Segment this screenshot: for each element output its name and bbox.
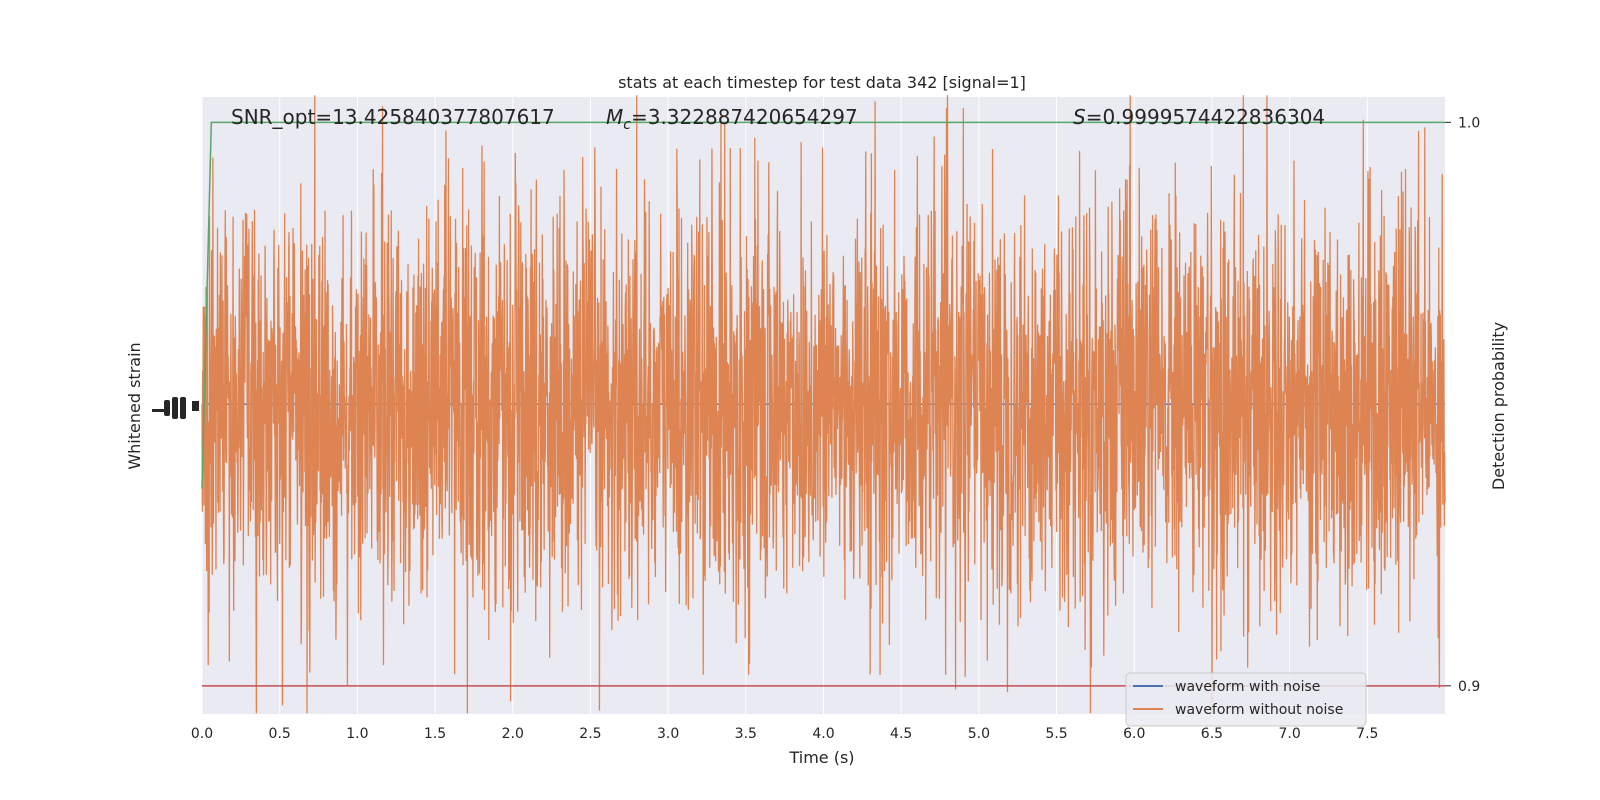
x-tick-label: 5.0 (968, 726, 990, 742)
x-tick-label: 4.0 (812, 726, 834, 742)
x-tick-label: 6.5 (1201, 726, 1223, 742)
s-symbol: S (1073, 105, 1086, 129)
right-y-axis-label: Detection probability (1489, 322, 1508, 490)
legend: waveform with noise waveform without noi… (1125, 672, 1367, 727)
x-axis-ticks: 0.0 0.5 1.0 1.5 2.0 2.5 3.0 3.5 4.0 4.5 5.0 5.5 6.0 6… (191, 726, 1379, 742)
series-detection-probability (201, 121, 1445, 489)
x-tick-label: 1.5 (424, 726, 446, 742)
x-tick-label: 7.5 (1356, 726, 1378, 742)
mc-annotation: Mc=3.322887420654297 (606, 105, 858, 133)
right-tick-label: 0.9 (1458, 679, 1480, 695)
s-annotation: S=0.9999574422836304 (1073, 105, 1325, 129)
chart-title: stats at each timestep for test data 342… (618, 73, 1026, 92)
right-y-axis-ticks: 0.9 1.0 (1445, 115, 1480, 695)
x-tick-label: 4.5 (890, 726, 912, 742)
mc-symbol: M (606, 105, 623, 129)
right-tick-label: 1.0 (1458, 115, 1480, 131)
x-tick-label: 5.5 (1045, 726, 1067, 742)
legend-box (1125, 672, 1367, 727)
s-value: =0.9999574422836304 (1086, 105, 1325, 129)
legend-label-waveform-with-noise: waveform with noise (1175, 679, 1320, 695)
x-tick-label: 7.0 (1278, 726, 1300, 742)
snr-annotation: SNR_opt=13.425840377807617 (231, 105, 555, 129)
x-tick-label: 6.0 (1123, 726, 1145, 742)
left-tick-mark (192, 401, 199, 411)
x-tick-label: 0.5 (269, 726, 291, 742)
legend-label-waveform-without-noise: waveform without noise (1175, 702, 1343, 718)
mc-value: =3.322887420654297 (631, 105, 858, 129)
x-tick-label: 3.0 (657, 726, 679, 742)
x-axis-label: Time (s) (788, 748, 854, 767)
x-tick-label: 2.5 (579, 726, 601, 742)
left-tick-mark (180, 397, 186, 419)
x-tick-label: 0.0 (191, 726, 213, 742)
x-tick-label: 2.0 (502, 726, 524, 742)
series-waveform-without-noise (201, 95, 1446, 714)
left-tick-mark (164, 400, 170, 416)
mc-subscript: c (623, 117, 631, 133)
x-tick-label: 1.0 (346, 726, 368, 742)
left-y-axis-label: Whitened strain (125, 342, 144, 469)
left-tick-mark (172, 397, 178, 419)
x-tick-label: 3.5 (735, 726, 757, 742)
left-y-axis-tick-cluster (152, 397, 199, 419)
left-tick-mark (152, 409, 164, 412)
